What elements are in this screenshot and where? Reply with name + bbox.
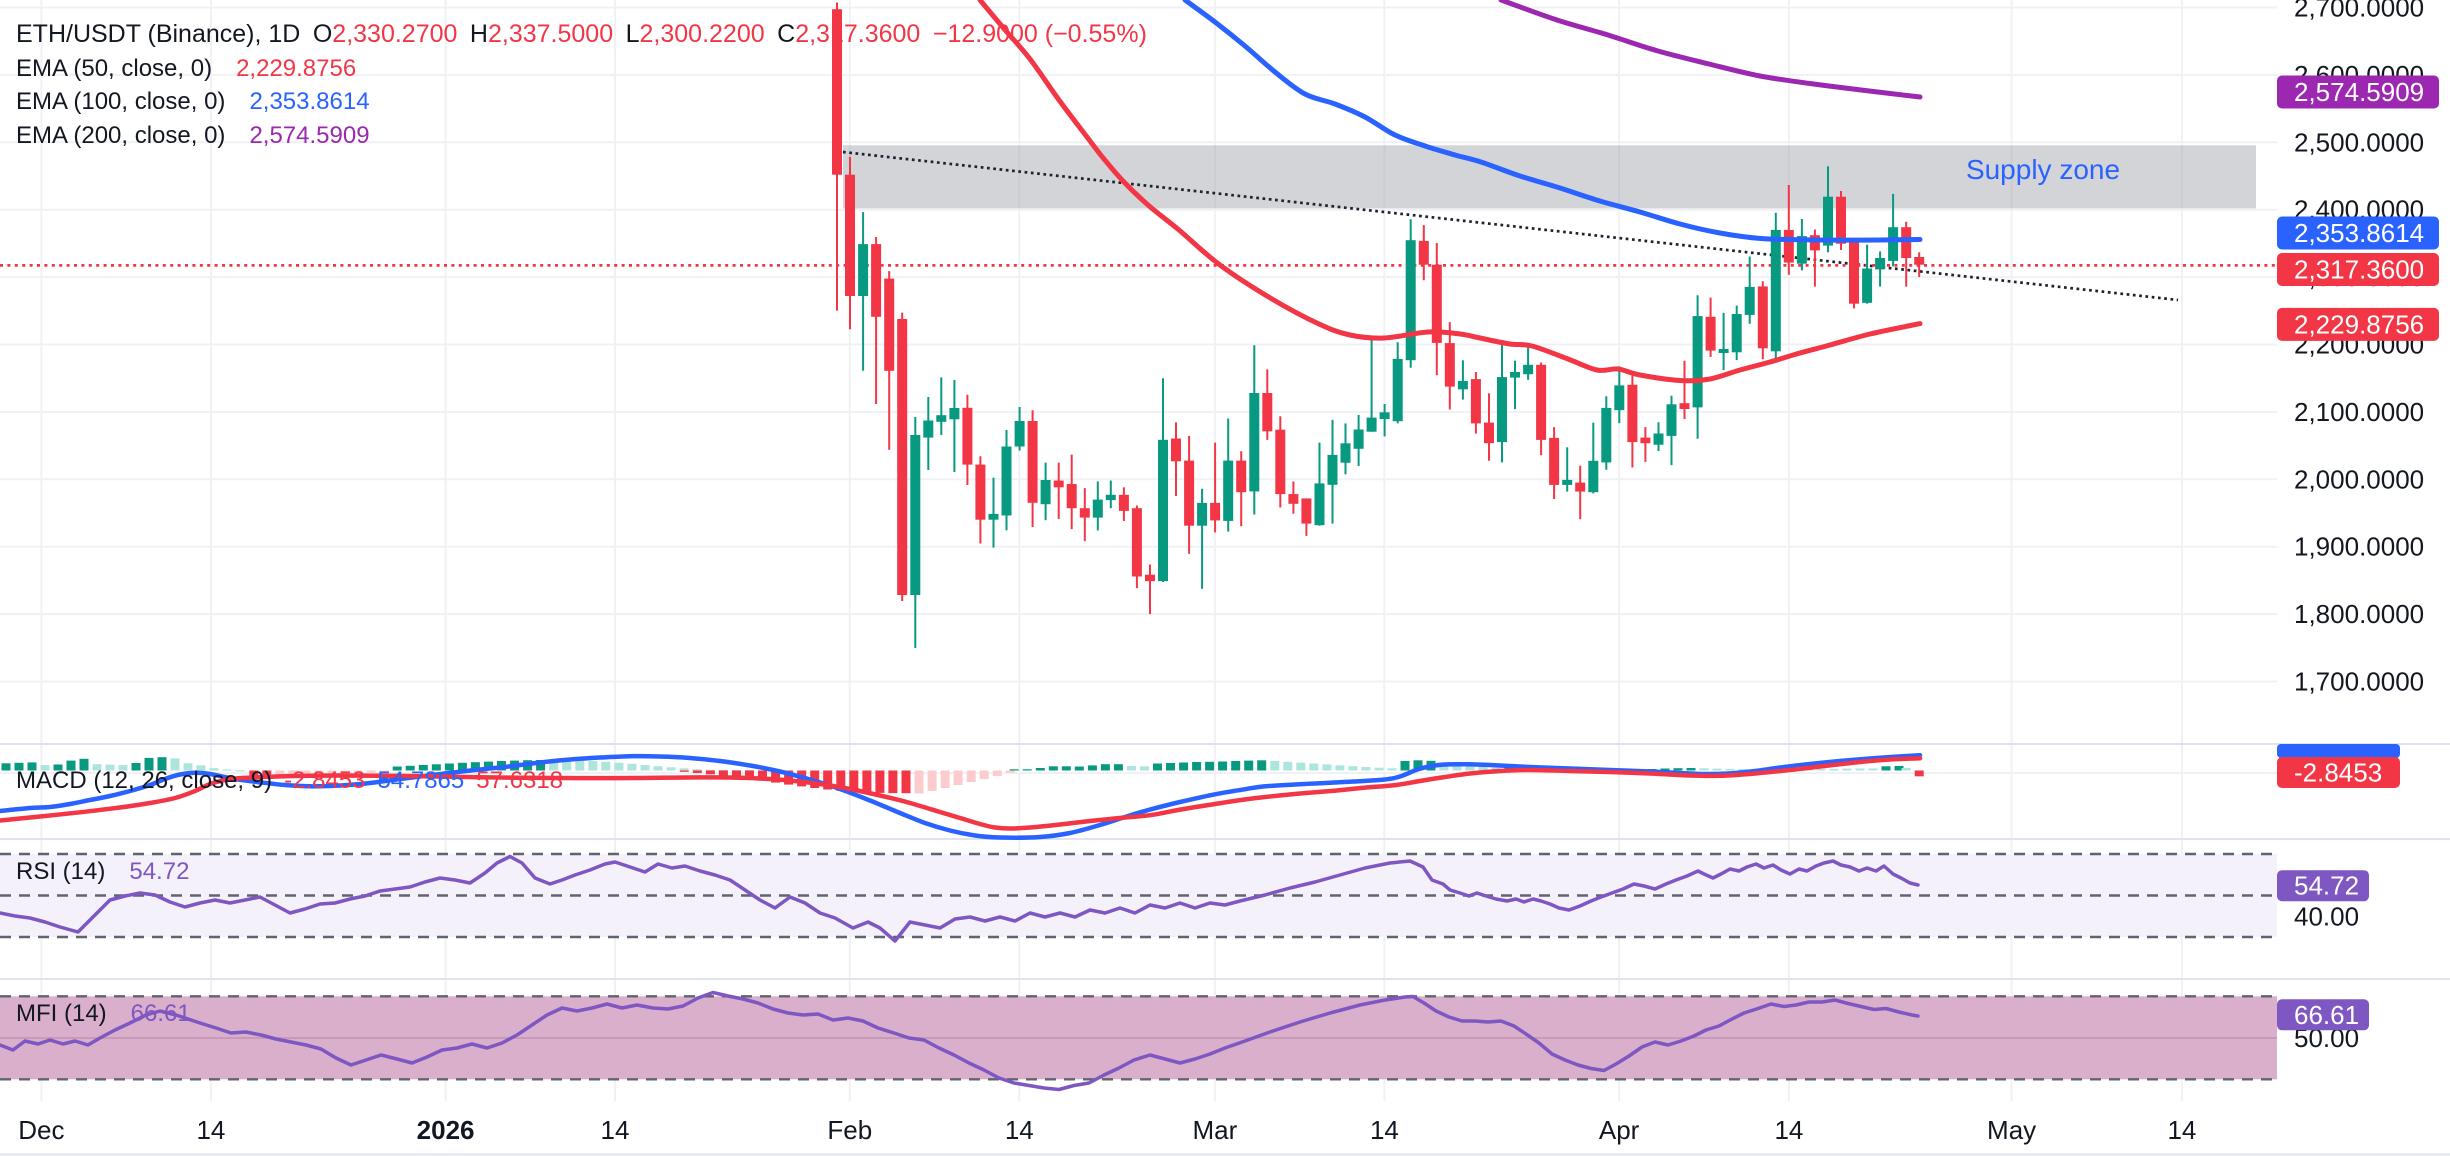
svg-text:EMA (50, close, 0) 2,229.8756: EMA (50, close, 0) 2,229.8756 (16, 55, 356, 82)
svg-text:2,700.0000: 2,700.0000 (2294, 0, 2424, 23)
svg-text:-2.8453: -2.8453 (2294, 758, 2382, 788)
svg-text:2,574.5909: 2,574.5909 (2294, 77, 2424, 107)
svg-text:40.00: 40.00 (2294, 901, 2359, 931)
svg-text:1,700.0000: 1,700.0000 (2294, 667, 2424, 697)
svg-text:EMA (100, close, 0) 2,353.861: EMA (100, close, 0) 2,353.8614 (16, 88, 370, 115)
svg-text:14: 14 (1774, 1115, 1803, 1145)
svg-text:2,353.8614: 2,353.8614 (2294, 218, 2424, 248)
svg-text:Supply zone: Supply zone (1966, 154, 2120, 185)
svg-text:MACD (12, 26, close, 9) -2.845: MACD (12, 26, close, 9) -2.8453 54.7865 … (16, 767, 563, 794)
svg-text:2026: 2026 (417, 1115, 475, 1145)
svg-text:14: 14 (601, 1115, 630, 1145)
svg-text:Feb: Feb (827, 1115, 872, 1145)
svg-text:1,800.0000: 1,800.0000 (2294, 599, 2424, 629)
svg-text:EMA (200, close, 0) 2,574.590: EMA (200, close, 0) 2,574.5909 (16, 122, 370, 149)
svg-text:May: May (1987, 1115, 2036, 1145)
svg-text:14: 14 (196, 1115, 225, 1145)
svg-text:ETH/USDT (Binance), 1D O2,330.: ETH/USDT (Binance), 1D O2,330.2700 H2,33… (16, 20, 1147, 48)
svg-text:2,000.0000: 2,000.0000 (2294, 464, 2424, 494)
svg-text:Mar: Mar (1193, 1115, 1238, 1145)
svg-text:Apr: Apr (1599, 1115, 1640, 1145)
svg-text:1,900.0000: 1,900.0000 (2294, 532, 2424, 562)
svg-text:2,500.0000: 2,500.0000 (2294, 127, 2424, 157)
svg-text:66.61: 66.61 (2294, 1000, 2359, 1030)
svg-text:MFI (14) 66.61: MFI (14) 66.61 (16, 1000, 191, 1027)
svg-text:2,229.8756: 2,229.8756 (2294, 309, 2424, 339)
svg-text:2,100.0000: 2,100.0000 (2294, 397, 2424, 427)
svg-text:RSI (14) 54.72: RSI (14) 54.72 (16, 858, 189, 885)
svg-text:Dec: Dec (18, 1115, 64, 1145)
svg-text:14: 14 (1005, 1115, 1034, 1145)
svg-text:14: 14 (2167, 1115, 2196, 1145)
svg-text:14: 14 (1370, 1115, 1399, 1145)
svg-text:2,317.3600: 2,317.3600 (2294, 255, 2424, 285)
svg-text:54.72: 54.72 (2294, 871, 2359, 901)
